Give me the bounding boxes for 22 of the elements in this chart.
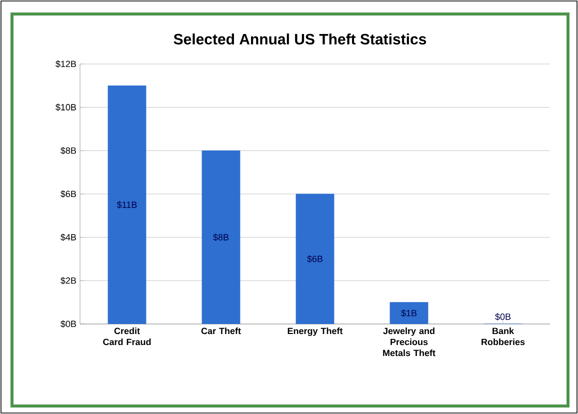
x-tick-label: Bank Robberies <box>482 328 525 346</box>
bar <box>202 150 240 324</box>
data-label: $0B <box>495 313 511 320</box>
y-tick-label: $2B <box>60 277 76 284</box>
x-tick-label: Credit Card Fraud <box>103 328 151 346</box>
y-tick-label: $0B <box>60 320 76 328</box>
x-tick-label: Energy Theft <box>288 328 343 336</box>
y-tick-label: $8B <box>60 147 76 154</box>
y-tick-label: $12B <box>56 60 76 68</box>
data-label: $1B <box>401 310 417 317</box>
bar <box>296 194 334 324</box>
bar <box>390 302 428 324</box>
y-tick-label: $6B <box>60 190 76 198</box>
x-tick-label: Car Theft <box>201 328 241 334</box>
y-tick-label: $10B <box>56 104 76 111</box>
y-tick-label: $4B <box>60 234 76 241</box>
bar <box>108 85 146 324</box>
data-label: $11B <box>116 201 137 208</box>
data-label: $8B <box>213 234 229 241</box>
data-label: $6B <box>307 255 323 263</box>
x-tick-label: Jewelry and Precious Metals Theft <box>383 328 436 356</box>
chart-title: Selected Annual US Theft Statistics <box>174 33 426 44</box>
